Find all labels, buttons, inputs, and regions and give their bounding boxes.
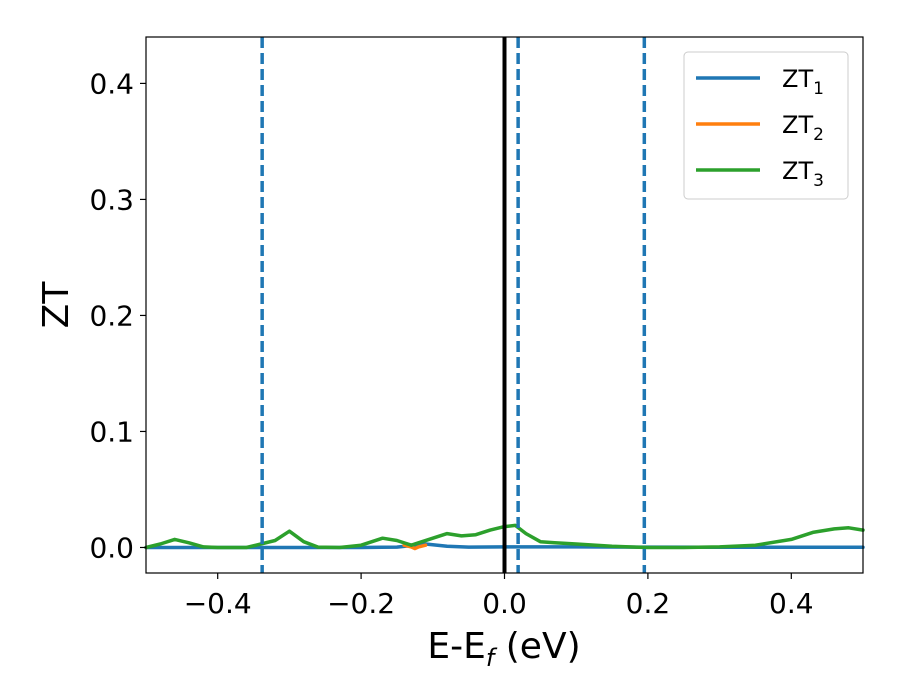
series-line-zt2 (402, 543, 428, 551)
y-axis-label: ZT (36, 281, 77, 329)
y-axis-ticks: 0.0 0.1 0.2 0.3 0.4 (89, 67, 146, 564)
x-axis-label: E-Ef (eV) (427, 626, 580, 672)
legend-label-zt2: ZT2 (782, 111, 824, 145)
x-tick-label: 0.4 (769, 587, 814, 620)
x-tick-label: 0.2 (626, 587, 671, 620)
y-tick-label: 0.1 (89, 415, 134, 448)
vline-layer (260, 37, 647, 573)
legend-label-zt1: ZT1 (782, 65, 824, 99)
y-tick-label: 0.3 (89, 183, 134, 216)
y-tick-label: 0.0 (89, 531, 134, 564)
legend-label-zt3: ZT3 (782, 157, 824, 191)
x-axis-ticks: −0.4 −0.2 0.0 0.2 0.4 (184, 573, 814, 620)
x-tick-label: 0.0 (482, 587, 527, 620)
y-tick-label: 0.4 (89, 67, 134, 100)
legend: ZT1 ZT2 ZT3 (683, 51, 849, 200)
y-tick-label: 0.2 (89, 299, 134, 332)
x-tick-label: −0.4 (184, 587, 252, 620)
series-line-zt3 (144, 523, 865, 550)
series-layer (144, 523, 865, 551)
x-tick-label: −0.2 (327, 587, 395, 620)
legend-box (683, 51, 849, 200)
